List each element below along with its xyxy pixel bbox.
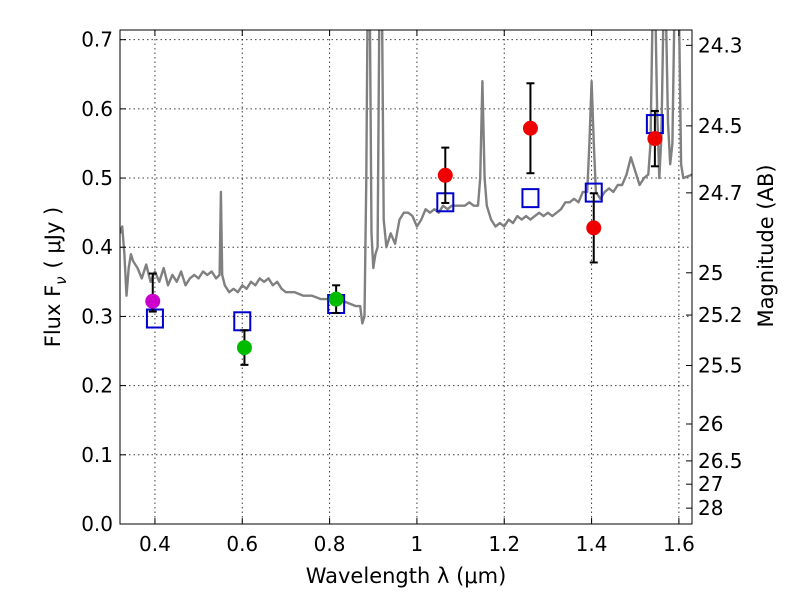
right-tick-label: 24.3 <box>698 33 743 57</box>
y-tick-label: 0.0 <box>81 512 113 536</box>
right-tick-label: 27 <box>698 472 723 496</box>
observed-point <box>586 220 602 236</box>
y-tick-label: 0.2 <box>81 374 113 398</box>
x-tick-label: 0.4 <box>139 532 171 556</box>
observed-point <box>145 293 161 309</box>
right-tick-label: 28 <box>698 496 723 520</box>
right-tick-label: 26.5 <box>698 449 743 473</box>
x-tick-label: 1.4 <box>576 532 608 556</box>
y-tick-label: 0.5 <box>81 166 113 190</box>
right-tick-label: 24.7 <box>698 181 743 205</box>
right-axis-label: Magnitude (AB) <box>754 164 778 327</box>
model-square <box>521 188 540 209</box>
right-tick-label: 25.5 <box>698 354 743 378</box>
x-tick-label: 1 <box>411 532 424 556</box>
observed-point <box>437 167 453 183</box>
x-tick-label: 0.6 <box>226 532 258 556</box>
y-tick-label: 0.1 <box>81 443 113 467</box>
y-tick-label: 0.3 <box>81 304 113 328</box>
y-axis-label-units: ( μJy ) <box>41 207 65 269</box>
plot-area <box>120 30 692 366</box>
x-tick-label: 1.2 <box>488 532 520 556</box>
x-axis-label: Wavelength λ (μm) <box>306 564 507 588</box>
right-tick-label: 24.5 <box>698 114 743 138</box>
x-tick-label: 1.6 <box>663 532 695 556</box>
observed-point <box>236 340 252 356</box>
x-tick-label: 0.8 <box>314 532 346 556</box>
right-tick-label: 25.2 <box>698 303 743 327</box>
observed-point <box>647 131 663 147</box>
observed-point <box>328 291 344 307</box>
right-tick-label: 25 <box>698 261 723 285</box>
observed-point <box>522 120 538 136</box>
y-axis-label-subscript: ν <box>52 276 70 284</box>
y-axis-label-main: Flux F <box>41 285 65 347</box>
y-tick-label: 0.7 <box>81 28 113 52</box>
sed-line <box>120 30 692 325</box>
right-tick-label: 26 <box>698 412 723 436</box>
y-axis-label: Flux Fν ( μJy ) <box>41 207 70 348</box>
axes: 0.4 0.6 0.8 1 1.2 1.4 1.6 0.0 0.1 0.2 0.3 0.4 0.5 0.6… <box>81 28 742 556</box>
model-square <box>145 308 164 329</box>
plot-frame <box>119 29 693 525</box>
y-tick-label: 0.6 <box>81 97 113 121</box>
y-tick-label: 0.4 <box>81 235 113 259</box>
